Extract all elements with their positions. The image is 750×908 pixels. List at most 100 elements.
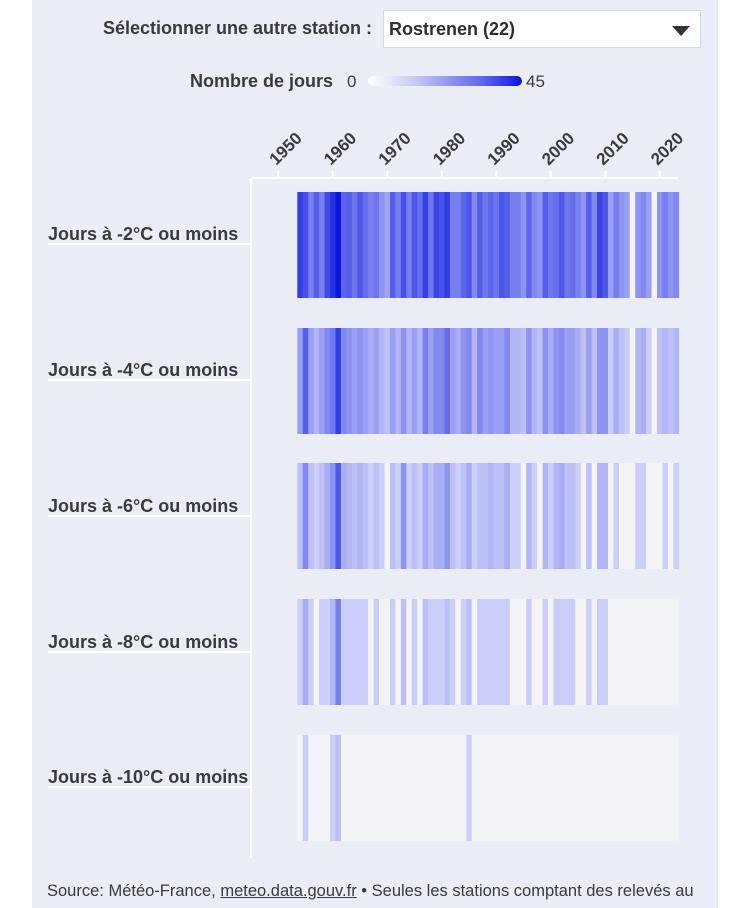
x-tick-label: 2010 [593,129,633,169]
heat-cell [673,463,680,569]
heat-cell [417,328,423,434]
heat-cell [618,463,625,569]
legend-max-label: 45 [526,72,545,91]
source-prefix: Source: Météo-France, [47,882,221,900]
heat-cell [471,192,478,298]
row-label: Jours à -6°C ou moins [48,496,238,516]
heat-cell [335,735,342,841]
heat-cell [531,735,538,841]
heat-cell [520,599,527,705]
row-label: Jours à -10°C ou moins [48,767,248,787]
legend-title: Nombre de jours [190,71,334,91]
heat-cell [651,463,658,569]
x-tick-label: 2020 [647,129,687,169]
heat-cell [460,328,467,434]
heat-cell [411,735,418,841]
heat-cell [493,463,500,569]
heat-cell [651,599,658,705]
heat-cell [646,192,652,298]
heat-cell [351,328,358,434]
heat-cell [297,599,304,705]
heat-cell [488,599,494,705]
heat-cell [324,463,331,569]
source-link[interactable]: meteo.data.gouv.fr [220,882,357,900]
heat-cell [657,328,663,434]
heat-cell [575,328,582,434]
heat-cell [526,599,532,705]
heat-cell [428,735,434,841]
heat-cell [482,192,489,298]
heat-cell [439,599,445,705]
heat-cell [618,735,625,841]
station-select[interactable]: Rostrenen (22) [383,10,701,48]
heat-cell [509,192,516,298]
heat-cell [613,192,620,298]
heat-cell [308,328,314,434]
heat-cell [591,328,598,434]
heat-cell [379,735,385,841]
heat-cell [531,463,538,569]
heat-cell [422,463,429,569]
heat-cell [319,328,325,434]
heat-cell [330,463,336,569]
heat-cell [368,599,374,705]
heat-cell [477,599,483,705]
station-select-value: Rostrenen (22) [389,18,516,39]
heat-cell [335,192,342,298]
heat-cell [384,463,391,569]
heat-cell [531,599,538,705]
heat-cell [553,328,560,434]
heat-cell [428,463,434,569]
heat-cell [422,735,429,841]
heat-cell [586,192,592,298]
x-tick-label: 1990 [484,129,524,169]
heat-cell [629,328,636,434]
heat-cell [351,599,358,705]
heat-cell [580,599,587,705]
heat-cell [362,599,369,705]
heat-cell [466,599,473,705]
heat-cell [564,463,571,569]
x-tick-label: 2000 [538,129,578,169]
heat-cell [477,328,483,434]
heat-cell [586,599,592,705]
heat-cell [319,735,325,841]
heat-cell [482,599,489,705]
heat-cell [351,735,358,841]
heat-cell [586,735,592,841]
heat-cell [493,192,500,298]
heat-cell [439,735,445,841]
heat-cell [471,599,478,705]
heat-cell [449,735,456,841]
heat-cell [373,192,380,298]
heat-cell [520,735,527,841]
heat-cell [646,463,652,569]
heat-cell [607,463,614,569]
heat-cell [558,735,565,841]
heat-cell [449,192,456,298]
heat-cell [302,463,309,569]
heat-cell [629,192,636,298]
source-note: Source: Météo-France, meteo.data.gouv.fr… [47,882,727,901]
heat-cell [428,328,434,434]
heat-cell [520,463,527,569]
heat-cell [406,463,413,569]
heat-cell [471,463,478,569]
heat-cell [395,192,402,298]
chevron-down-icon[interactable] [672,26,690,36]
heat-cell [640,599,647,705]
heat-cell [389,192,396,298]
heat-cell [346,599,353,705]
heat-cell [569,735,576,841]
heat-cell [613,463,620,569]
heat-cell [362,192,369,298]
heat-cell [662,735,669,841]
heat-cell [302,328,309,434]
heat-cell [515,328,522,434]
heat-cell [297,192,304,298]
heat-cell [362,463,369,569]
heat-cell [313,599,320,705]
heat-cell [597,463,603,569]
heat-cell [379,463,385,569]
